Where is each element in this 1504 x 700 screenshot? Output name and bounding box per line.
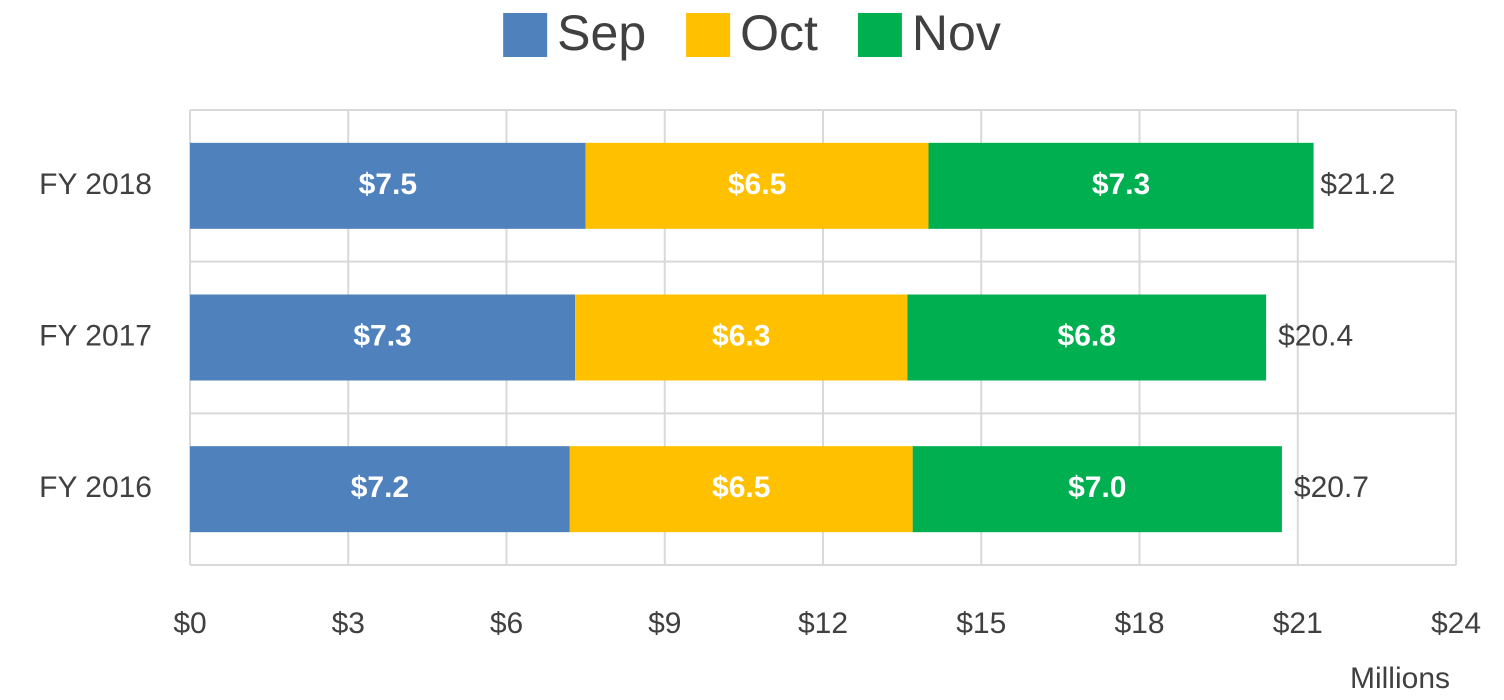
data-label: $7.3 xyxy=(353,319,411,352)
legend-swatch xyxy=(503,13,548,57)
total-label: $20.7 xyxy=(1294,471,1369,504)
data-label: $6.5 xyxy=(728,168,786,201)
bar-segment xyxy=(190,446,570,533)
data-label: $7.2 xyxy=(351,471,409,504)
bar-segment xyxy=(912,446,1282,533)
total-label: $21.2 xyxy=(1320,168,1395,201)
y-tick-label: FY 2017 xyxy=(39,319,152,352)
data-label: $6.3 xyxy=(712,319,770,352)
bar-segment xyxy=(575,294,908,381)
x-axis-label: Millions xyxy=(1350,662,1450,695)
bar-segment xyxy=(190,294,576,381)
bar-segment xyxy=(585,142,929,229)
x-tick-label: $24 xyxy=(1431,607,1481,640)
data-label: $7.3 xyxy=(1092,168,1150,201)
data-label: $7.5 xyxy=(359,168,417,201)
legend-label: Sep xyxy=(557,5,646,61)
bar-segment xyxy=(190,142,586,229)
x-tick-label: $3 xyxy=(332,607,365,640)
x-tick-label: $21 xyxy=(1273,607,1323,640)
legend-label: Nov xyxy=(912,5,1001,61)
legend-swatch xyxy=(857,13,902,57)
bar-segment xyxy=(907,294,1267,381)
x-tick-label: $0 xyxy=(173,607,206,640)
legend-label: Oct xyxy=(740,5,818,61)
y-tick-label: FY 2016 xyxy=(39,471,152,504)
x-tick-label: $18 xyxy=(1114,607,1164,640)
data-label: $6.5 xyxy=(712,471,770,504)
bar-segment xyxy=(928,142,1314,229)
y-tick-label: FY 2018 xyxy=(39,168,152,201)
data-label: $7.0 xyxy=(1068,471,1126,504)
x-tick-label: $6 xyxy=(490,607,523,640)
x-tick-label: $9 xyxy=(648,607,681,640)
total-label: $20.4 xyxy=(1278,319,1353,352)
bar-segment xyxy=(569,446,913,533)
legend-swatch xyxy=(686,13,731,57)
data-label: $6.8 xyxy=(1058,319,1116,352)
x-tick-label: $15 xyxy=(956,607,1006,640)
x-tick-label: $12 xyxy=(798,607,848,640)
